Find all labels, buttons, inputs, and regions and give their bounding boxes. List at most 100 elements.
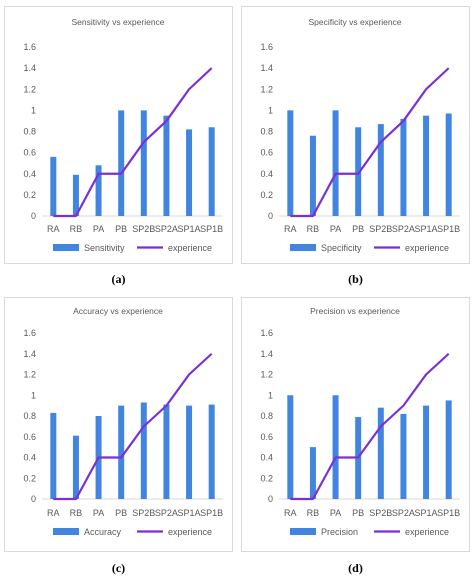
- chart-svg-c: Accuracy vs experience 0 0.2 0.4 0.6 0.8 1 1.2…: [23, 306, 223, 537]
- bar-rb: [309, 135, 316, 216]
- chart-panel-a: Sensitivity vs experience 0 0.2 0.4 0.6 0.8 1…: [4, 6, 233, 264]
- x-tick-label: SP1A: [415, 224, 438, 234]
- y-tick-label: 0.2: [23, 190, 36, 200]
- bar-sp2a: [163, 115, 170, 216]
- bar-sp2b: [377, 407, 384, 499]
- legend: Accuracy experience: [53, 527, 212, 537]
- legend-bar-swatch: [53, 528, 79, 535]
- y-tick-label: 1: [31, 390, 36, 400]
- x-tick-label: SP1A: [178, 224, 201, 234]
- bar-ra: [287, 110, 294, 216]
- chart-svg-d: Precision vs experience 0 0.2 0.4 0.6 0.8 1 1.…: [260, 306, 460, 537]
- bar-sp1b: [445, 400, 452, 499]
- bar-sp2a: [400, 413, 407, 499]
- y-tick-label: 1.6: [260, 42, 273, 52]
- bar-ra: [50, 412, 57, 499]
- x-tick-label: SP2B: [369, 224, 392, 234]
- bar-sp1b: [445, 113, 452, 216]
- x-tick-label: SP2B: [132, 224, 155, 234]
- legend-line-label: experience: [405, 243, 449, 253]
- bar-sp2a: [163, 404, 170, 499]
- x-tick-label: RB: [307, 224, 320, 234]
- chart-panel-b: Specificity vs experience 0 0.2 0.4 0.6 0.8 1…: [241, 6, 470, 264]
- legend-bar-label: Precision: [321, 527, 358, 537]
- y-tick-label: 1.4: [260, 63, 273, 73]
- x-tick-label: PB: [115, 508, 127, 518]
- y-tick-label: 0.6: [260, 432, 273, 442]
- bar-sp1a: [423, 115, 430, 216]
- legend: Specificity experience: [290, 243, 449, 253]
- x-tick-label: RA: [47, 224, 60, 234]
- bar-pa: [332, 110, 339, 216]
- x-tick-label: SP2A: [155, 224, 178, 234]
- caption-b: (b): [348, 272, 363, 286]
- bar-pb: [355, 127, 362, 216]
- y-tick-label: 0: [31, 494, 36, 504]
- x-tick-label: SP1B: [200, 508, 223, 518]
- legend-bar-swatch: [290, 244, 316, 251]
- bar-pa: [332, 395, 339, 499]
- bar-pb: [118, 110, 125, 216]
- x-tick-label: SP1A: [178, 508, 201, 518]
- bar-sp1b: [208, 404, 215, 499]
- y-tick-label: 1: [268, 390, 273, 400]
- y-tick-label: 0.4: [23, 453, 36, 463]
- x-tick-label: SP1A: [415, 508, 438, 518]
- x-tick-label: SP2A: [392, 508, 415, 518]
- chart-panel-d: Precision vs experience 0 0.2 0.4 0.6 0.8 1 1.…: [241, 297, 470, 552]
- chart-panel-c: Accuracy vs experience 0 0.2 0.4 0.6 0.8 1 1.2…: [4, 297, 233, 552]
- y-tick-label: 0: [31, 211, 36, 221]
- legend-line-label: experience: [168, 243, 212, 253]
- x-tick-label: SP1B: [200, 224, 223, 234]
- x-tick-label: SP2B: [369, 508, 392, 518]
- x-tick-label: PA: [330, 224, 341, 234]
- legend-line-label: experience: [168, 527, 212, 537]
- bar-ra: [50, 156, 57, 216]
- y-tick-label: 1: [268, 105, 273, 115]
- bar-rb: [72, 435, 79, 499]
- bar-sp1a: [423, 405, 430, 499]
- bar-sp2a: [400, 118, 407, 216]
- x-tick-label: PA: [330, 508, 341, 518]
- x-tick-label: SP2A: [155, 508, 178, 518]
- x-tick-label: RA: [284, 508, 297, 518]
- y-tick-label: 1.6: [23, 328, 36, 338]
- bar-ra: [287, 395, 294, 499]
- caption-c: (c): [111, 561, 126, 575]
- caption-a: (a): [111, 272, 126, 286]
- caption-d: (d): [348, 561, 363, 575]
- bar-sp1a: [186, 405, 193, 499]
- x-tick-label: RB: [70, 224, 83, 234]
- experience-line: [290, 67, 450, 218]
- y-tick-label: 1.2: [260, 84, 273, 94]
- bar-sp2b: [377, 124, 384, 216]
- y-tick-label: 0.4: [260, 169, 273, 179]
- y-tick-label: 0.6: [23, 148, 36, 158]
- x-tick-label: SP2A: [392, 224, 415, 234]
- x-tick-label: PB: [115, 224, 127, 234]
- experience-line: [53, 67, 213, 218]
- x-tick-label: RA: [47, 508, 60, 518]
- x-tick-label: SP1B: [437, 224, 460, 234]
- legend-bar-swatch: [53, 244, 79, 251]
- legend-bar-label: Sensitivity: [84, 243, 125, 253]
- y-tick-label: 0.4: [260, 453, 273, 463]
- bar-rb: [72, 174, 79, 216]
- y-tick-label: 0.2: [260, 473, 273, 483]
- x-tick-label: RB: [307, 508, 320, 518]
- y-tick-label: 1.4: [23, 63, 36, 73]
- y-tick-label: 1.4: [260, 349, 273, 359]
- experience-line: [53, 352, 213, 501]
- chart-title: Precision vs experience: [310, 306, 400, 316]
- x-tick-label: PA: [93, 224, 104, 234]
- bar-pb: [118, 405, 125, 499]
- y-tick-label: 1.6: [23, 42, 36, 52]
- legend: Sensitivity experience: [53, 243, 212, 253]
- legend-bar-label: Specificity: [321, 243, 362, 253]
- bar-sp1a: [186, 129, 193, 216]
- y-tick-label: 0.8: [23, 127, 36, 137]
- x-tick-label: SP2B: [132, 508, 155, 518]
- y-tick-label: 1.2: [260, 370, 273, 380]
- bar-sp1b: [208, 127, 215, 216]
- bar-rb: [309, 447, 316, 499]
